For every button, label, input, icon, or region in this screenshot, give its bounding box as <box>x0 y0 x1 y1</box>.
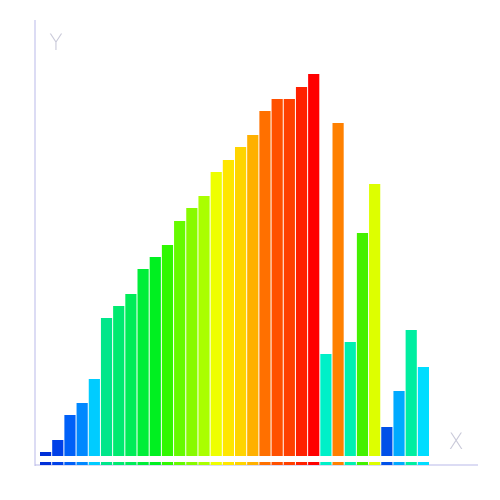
color-strip <box>344 462 356 465</box>
bar <box>271 99 283 456</box>
color-strip <box>88 462 100 465</box>
bar <box>417 367 429 456</box>
bar <box>369 184 381 456</box>
color-strip <box>332 462 344 465</box>
bar <box>356 233 369 456</box>
color-strip <box>186 462 198 465</box>
color-strip <box>320 462 332 465</box>
color-strip <box>40 462 52 465</box>
bar <box>344 342 356 456</box>
color-strip <box>113 462 125 465</box>
bar <box>332 123 344 456</box>
bar <box>40 452 52 456</box>
color-strip <box>271 462 283 465</box>
bar <box>222 160 234 456</box>
bar <box>320 354 332 456</box>
bar <box>64 415 76 456</box>
bar <box>88 379 100 456</box>
bar <box>247 135 259 456</box>
bar <box>405 330 417 456</box>
y-axis-label: Y <box>49 31 62 56</box>
color-strip <box>64 462 76 465</box>
bar <box>210 172 222 456</box>
color-strip <box>381 462 393 465</box>
bar <box>100 318 113 456</box>
bar <box>393 391 405 456</box>
bar <box>161 245 174 456</box>
color-strip <box>174 462 186 465</box>
bar <box>308 74 320 456</box>
bar <box>186 208 198 456</box>
bar <box>149 257 161 456</box>
color-strip <box>100 462 113 465</box>
bar <box>235 147 247 456</box>
color-strip <box>308 462 320 465</box>
color-strip <box>259 462 271 465</box>
color-strip <box>283 462 295 465</box>
bar <box>381 427 393 456</box>
bar <box>174 221 186 456</box>
color-strip <box>161 462 174 465</box>
color-strip <box>356 462 369 465</box>
color-strip <box>235 462 247 465</box>
color-strip <box>210 462 222 465</box>
bar <box>113 306 125 456</box>
color-strip <box>369 462 381 465</box>
color-strip <box>198 462 210 465</box>
color-strip <box>149 462 161 465</box>
color-strip <box>247 462 259 465</box>
color-strip <box>125 462 137 465</box>
bar <box>52 440 64 456</box>
color-strip <box>52 462 64 465</box>
color-strip <box>76 462 88 465</box>
color-strip <box>295 462 308 465</box>
color-strip <box>393 462 405 465</box>
color-strip <box>405 462 417 465</box>
color-strip <box>222 462 234 465</box>
color-strip <box>417 462 429 465</box>
bar <box>198 196 210 456</box>
color-strip <box>137 462 149 465</box>
bar <box>137 269 149 456</box>
bar <box>76 403 88 456</box>
bar <box>259 111 271 456</box>
bar <box>125 294 137 456</box>
x-axis-label: X <box>448 430 463 455</box>
bar <box>295 87 308 456</box>
bar <box>283 99 295 456</box>
